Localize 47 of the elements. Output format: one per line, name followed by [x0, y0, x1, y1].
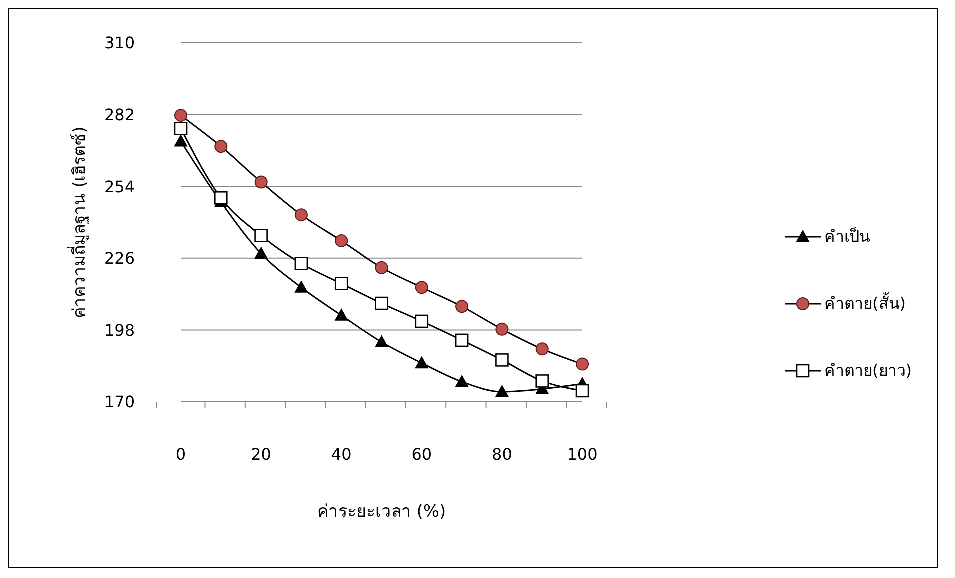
legend-label: คำตาย(สั้น) [824, 291, 906, 315]
point [455, 334, 469, 348]
point [375, 261, 388, 274]
y-axis-title: ค่าความถี่มูลฐาน (เฮิรตซ์) [67, 126, 90, 318]
point [174, 134, 188, 147]
point [254, 247, 268, 260]
legend-label: คำตาย(ยาว) [824, 360, 912, 382]
point [456, 300, 469, 314]
x-tick-label: 100 [567, 445, 598, 464]
point [214, 191, 228, 205]
x-tick-label: 0 [176, 445, 186, 464]
point [335, 309, 348, 321]
point [294, 257, 308, 270]
point [536, 374, 550, 388]
point [294, 208, 308, 222]
point [335, 234, 348, 248]
point [456, 376, 469, 388]
legend-label: คำเป็น [824, 226, 871, 248]
x-tick-label: 20 [251, 445, 272, 464]
point [254, 229, 268, 242]
point [294, 281, 308, 293]
point [576, 358, 590, 371]
point [496, 322, 509, 336]
point [415, 314, 429, 328]
y-tick-label: 198 [104, 320, 135, 340]
point [496, 354, 509, 367]
point [174, 109, 188, 122]
point [415, 281, 428, 294]
point [375, 296, 388, 310]
point [536, 342, 549, 356]
y-tick-label: 226 [104, 249, 135, 268]
point [174, 122, 188, 136]
y-tick-label: 170 [104, 392, 135, 412]
point [214, 140, 228, 154]
point [415, 356, 428, 369]
point [334, 277, 348, 290]
point [576, 384, 590, 398]
point [496, 386, 509, 398]
point [254, 176, 268, 189]
x-axis-title: ค่าระยะเวลา (%) [317, 502, 446, 522]
x-tick-label: 40 [331, 445, 352, 464]
point [375, 336, 388, 348]
y-tick-label: 254 [104, 177, 135, 196]
y-tick-label: 282 [104, 105, 135, 124]
y-tick-label: 310 [104, 34, 135, 53]
x-tick-label: 80 [492, 445, 512, 464]
x-tick-label: 60 [412, 445, 432, 464]
